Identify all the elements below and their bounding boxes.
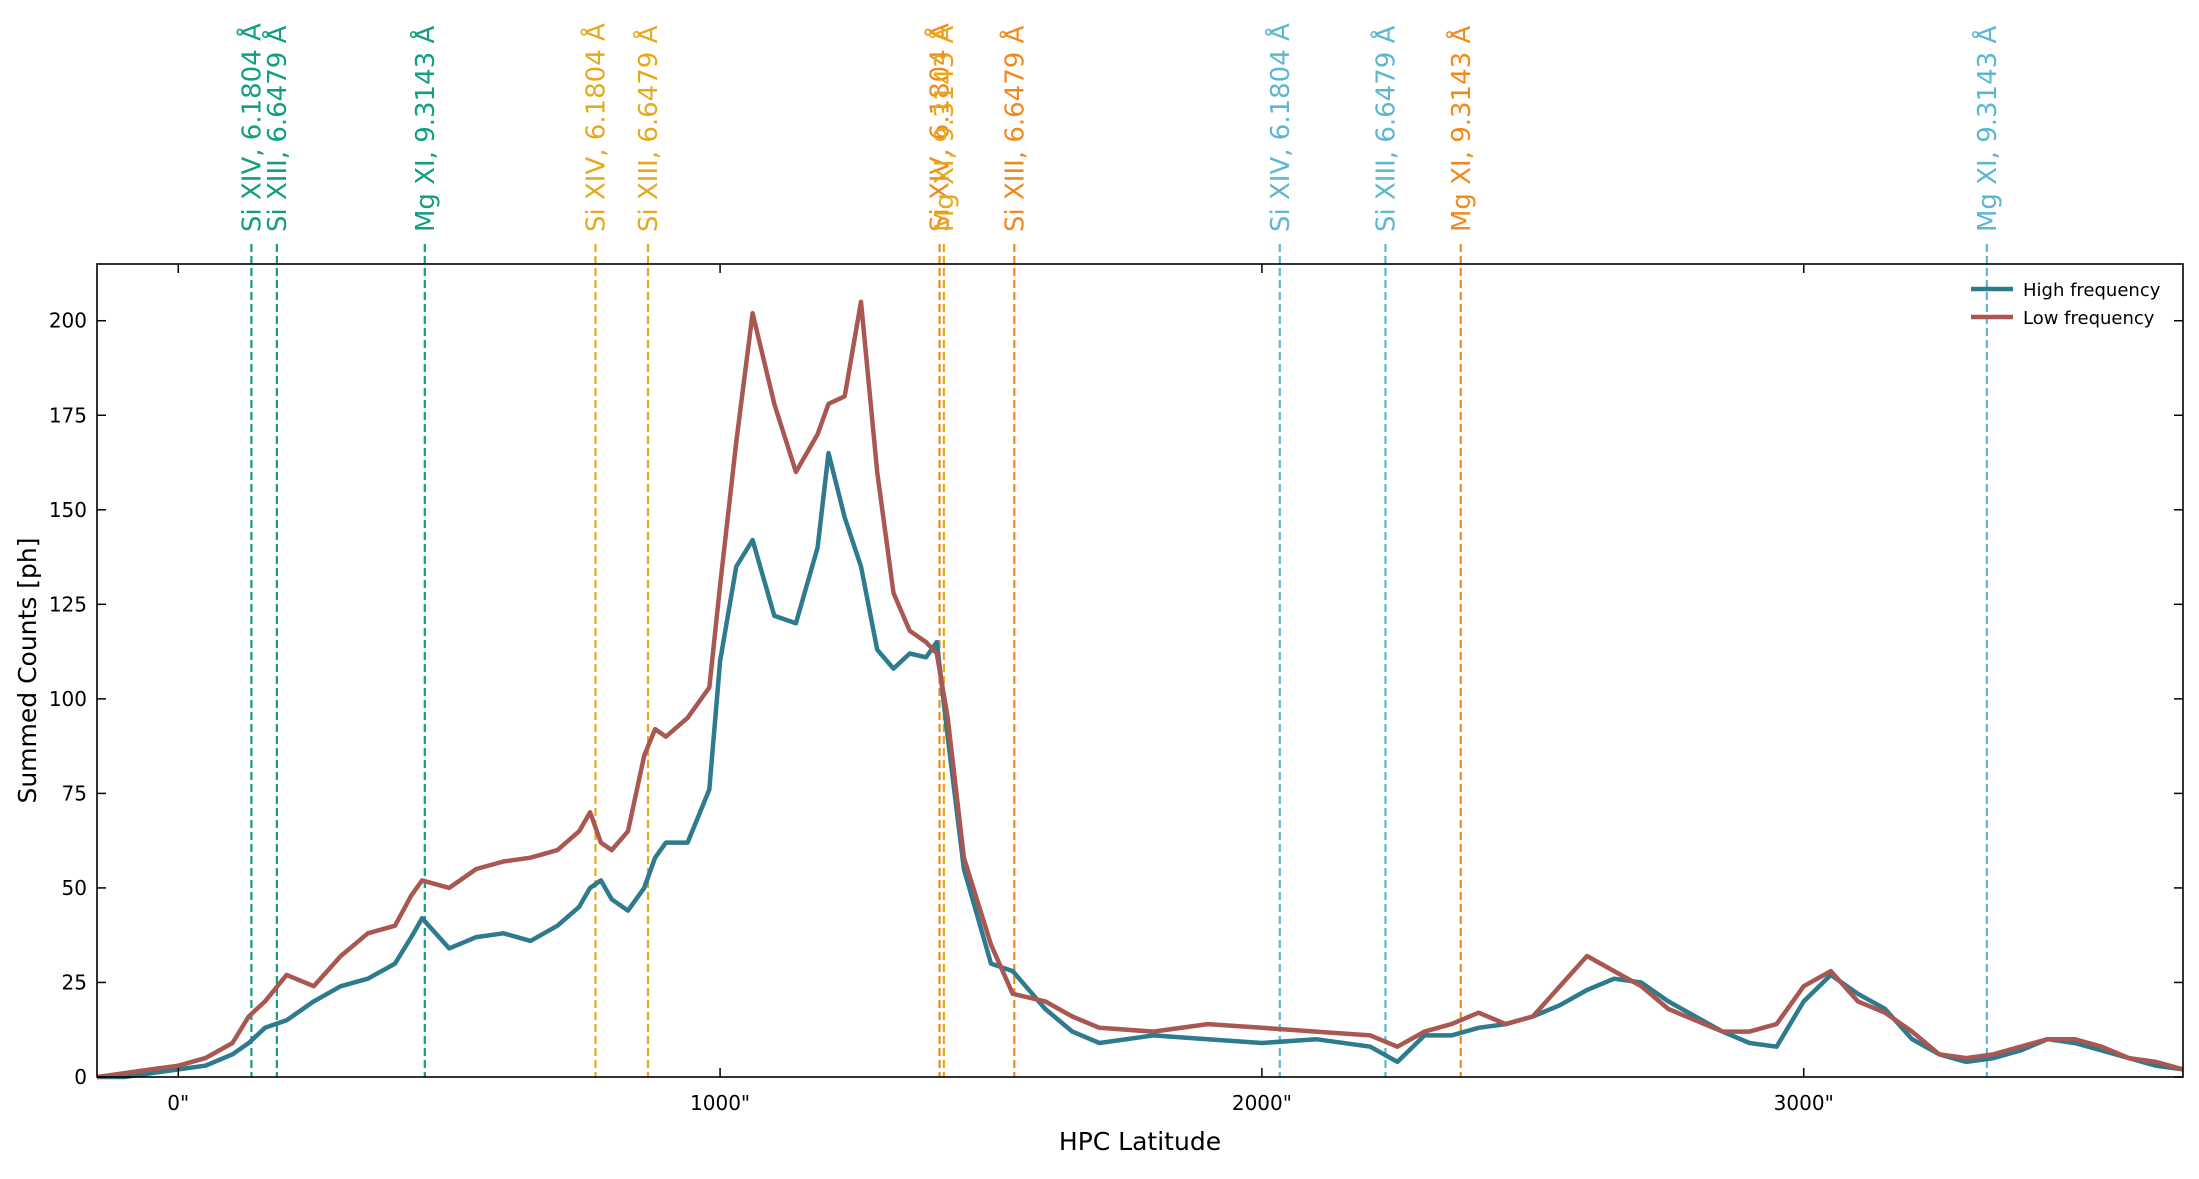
reference-line-label: Si XIII, 6.6479 Å bbox=[261, 25, 293, 232]
y-tick-label: 125 bbox=[49, 592, 87, 616]
series-line bbox=[96, 299, 2184, 1080]
x-tick-label: 3000" bbox=[1774, 1091, 1834, 1115]
plot-frame bbox=[96, 263, 2184, 1078]
x-tick-label: 2000" bbox=[1232, 1091, 1292, 1115]
legend: High frequency Low frequency bbox=[1971, 280, 2161, 329]
reference-line-label: Si XIV, 6.1804 Å bbox=[235, 23, 267, 232]
reference-line-label: Si XIV, 6.1804 Å bbox=[924, 23, 956, 232]
reference-line-label: Mg XI, 9.3143 Å bbox=[1445, 26, 1477, 232]
series-line bbox=[97, 450, 2184, 1080]
y-tick-label: 100 bbox=[49, 687, 87, 711]
y-tick-label: 50 bbox=[62, 876, 87, 900]
reference-line-label: Si XIII, 6.6479 Å bbox=[1369, 25, 1401, 232]
reference-line-label: Mg XI, 9.3143 Å bbox=[1971, 26, 2003, 232]
reference-line-label: Mg XI, 9.3143 Å bbox=[928, 26, 960, 232]
x-tick-label: 0" bbox=[167, 1091, 189, 1115]
reference-lines: Si XIV, 6.1804 ÅSi XIII, 6.6479 Å Mg XI, … bbox=[235, 23, 2003, 1077]
y-tick-label: 25 bbox=[62, 970, 87, 994]
y-tick-label: 150 bbox=[49, 498, 87, 522]
y-tick-label: 0 bbox=[74, 1065, 87, 1089]
series-lines bbox=[96, 299, 2184, 1080]
reference-line-label: Mg XI, 9.3143 Å bbox=[409, 26, 441, 232]
reference-line-label: Si XIV, 6.1804 Å bbox=[1264, 23, 1296, 232]
x-tick-label: 1000" bbox=[690, 1091, 750, 1115]
y-tick-label: 200 bbox=[49, 309, 87, 333]
reference-line-label: Si XIII, 6.6479 Å bbox=[998, 25, 1030, 232]
axis-ticks: 0" 1000" 2000" 3000" 0 25 50 75 100 125 150 175 200 bbox=[49, 264, 2183, 1115]
reference-line-label: Si XIII, 6.6479 Å bbox=[632, 25, 664, 232]
legend-label: Low frequency bbox=[2023, 308, 2155, 329]
y-tick-label: 75 bbox=[62, 781, 87, 805]
legend-label: High frequency bbox=[2023, 280, 2161, 301]
x-axis-label: HPC Latitude bbox=[1059, 1127, 1221, 1156]
reference-line-label: Si XIV, 6.1804 Å bbox=[579, 23, 611, 232]
y-tick-label: 175 bbox=[49, 403, 87, 427]
y-axis-label: Summed Counts [ph] bbox=[13, 537, 42, 803]
